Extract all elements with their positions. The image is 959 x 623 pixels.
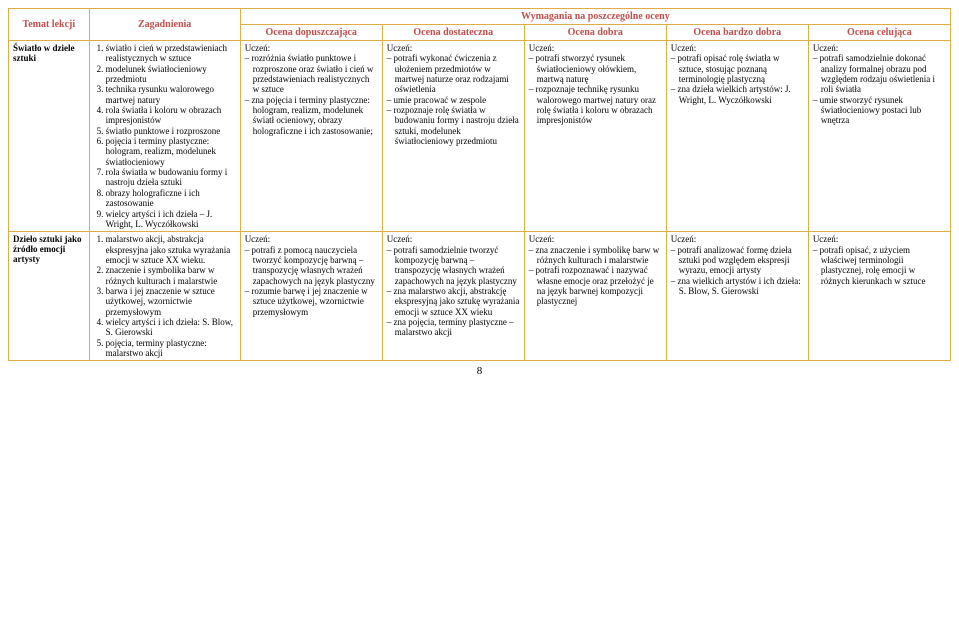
list-item: – potrafi opisać, z użyciem właściwej te… xyxy=(813,245,946,286)
list-item: światło i cień w przedstawieniach realis… xyxy=(106,43,236,64)
list-item: malarstwo akcji, abstrakcja ekspresyjna … xyxy=(106,234,236,265)
list-item: – zna dzieła wielkich artystów: J. Wrigh… xyxy=(671,84,804,105)
header-grade-4: Ocena celująca xyxy=(808,25,950,41)
header-zagadnienia: Zagadnienia xyxy=(89,9,240,41)
cell-grade: Uczeń:– potrafi opisać, z użyciem właści… xyxy=(808,232,950,361)
header-grade-1: Ocena dostateczna xyxy=(382,25,524,41)
list-item: znaczenie i symbolika barw w różnych kul… xyxy=(106,265,236,286)
temat-text: Światło w dziele sztuki xyxy=(13,43,75,63)
list-item: – zna znaczenie i symbolikę barw w różny… xyxy=(529,245,662,266)
uczen-label: Uczeń: xyxy=(387,43,520,53)
uczen-label: Uczeń: xyxy=(671,43,804,53)
cell-grade: Uczeń:– rozróżnia światło punktowe i roz… xyxy=(240,41,382,232)
list-item: – rozróżnia światło punktowe i rozproszo… xyxy=(245,53,378,94)
list-item: technika rysunku walorowego martwej natu… xyxy=(106,84,236,105)
list-item: – potrafi samodzielnie tworzyć kompozycj… xyxy=(387,245,520,286)
list-item: – potrafi stworzyć rysunek światłocienio… xyxy=(529,53,662,84)
list-item: barwa i jej znaczenie w sztuce użytkowej… xyxy=(106,286,236,317)
cell-grade: Uczeń:– potrafi wykonać ćwiczenia z ułoż… xyxy=(382,41,524,232)
header-grade-2: Ocena dobra xyxy=(524,25,666,41)
list-item: – potrafi samodzielnie dokonać analizy f… xyxy=(813,53,946,94)
header-temat: Temat lekcji xyxy=(9,9,90,41)
list-item: pojęcia, terminy plastyczne: malarstwo a… xyxy=(106,338,236,359)
uczen-label: Uczeń: xyxy=(245,43,378,53)
table-row: Światło w dziele sztuki światło i cień w … xyxy=(9,41,951,232)
list-item: – zna pojęcia i terminy plastyczne: holo… xyxy=(245,95,378,136)
curriculum-table: Temat lekcji Zagadnienia Wymagania na po… xyxy=(8,8,951,361)
cell-temat: Dzieło sztuki jako źródło emocji artysty xyxy=(9,232,90,361)
uczen-label: Uczeń: xyxy=(671,234,804,244)
uczen-label: Uczeń: xyxy=(813,43,946,53)
cell-grade: Uczeń:– potrafi z pomocą nauczyciela two… xyxy=(240,232,382,361)
list-item: rola światła i koloru w obrazach impresj… xyxy=(106,105,236,126)
uczen-label: Uczeń: xyxy=(813,234,946,244)
list-item: – zna wielkich artystów i ich dzieła: S.… xyxy=(671,276,804,297)
table-row: Dzieło sztuki jako źródło emocji artysty… xyxy=(9,232,951,361)
cell-zagadnienia: malarstwo akcji, abstrakcja ekspresyjna … xyxy=(89,232,240,361)
cell-temat: Światło w dziele sztuki xyxy=(9,41,90,232)
uczen-label: Uczeń: xyxy=(529,234,662,244)
list-item: – rozpoznaje technikę rysunku walorowego… xyxy=(529,84,662,125)
list-item: – potrafi wykonać ćwiczenia z ułożeniem … xyxy=(387,53,520,94)
zagadnienia-list: światło i cień w przedstawieniach realis… xyxy=(94,43,236,229)
page-number: 8 xyxy=(8,365,951,377)
header-grade-3: Ocena bardzo dobra xyxy=(666,25,808,41)
header-grade-0: Ocena dopuszczająca xyxy=(240,25,382,41)
list-item: – umie pracować w zespole xyxy=(387,95,520,105)
list-item: – umie stworzyć rysunek światłocieniowy … xyxy=(813,95,946,126)
list-item: – rozpoznaje rolę światła w budowaniu fo… xyxy=(387,105,520,146)
list-item: – potrafi analizować formę dzieła sztuki… xyxy=(671,245,804,276)
list-item: modelunek światłocieniowy przedmiotu xyxy=(106,64,236,85)
list-item: – zna malarstwo akcji, abstrakcję ekspre… xyxy=(387,286,520,317)
list-item: wielcy artyści i ich dzieła – J. Wright,… xyxy=(106,209,236,230)
cell-grade: Uczeń:– potrafi opisać rolę światła w sz… xyxy=(666,41,808,232)
list-item: pojęcia i terminy plastyczne: hologram, … xyxy=(106,136,236,167)
list-item: – potrafi rozpoznawać i nazywać własne e… xyxy=(529,265,662,306)
cell-grade: Uczeń:– zna znaczenie i symbolikę barw w… xyxy=(524,232,666,361)
temat-text: Dzieło sztuki jako źródło emocji artysty xyxy=(13,234,82,264)
cell-grade: Uczeń:– potrafi samodzielnie dokonać ana… xyxy=(808,41,950,232)
list-item: wielcy artyści i ich dzieła: S. Blow, S.… xyxy=(106,317,236,338)
list-item: – rozumie barwę i jej znaczenie w sztuce… xyxy=(245,286,378,317)
cell-zagadnienia: światło i cień w przedstawieniach realis… xyxy=(89,41,240,232)
list-item: – zna pojęcia, terminy plastyczne – mala… xyxy=(387,317,520,338)
uczen-label: Uczeń: xyxy=(245,234,378,244)
zagadnienia-list: malarstwo akcji, abstrakcja ekspresyjna … xyxy=(94,234,236,358)
cell-grade: Uczeń:– potrafi analizować formę dzieła … xyxy=(666,232,808,361)
cell-grade: Uczeń:– potrafi stworzyć rysunek światło… xyxy=(524,41,666,232)
uczen-label: Uczeń: xyxy=(529,43,662,53)
list-item: rola światła w budowaniu formy i nastroj… xyxy=(106,167,236,188)
cell-grade: Uczeń:– potrafi samodzielnie tworzyć kom… xyxy=(382,232,524,361)
list-item: obrazy holograficzne i ich zastosowanie xyxy=(106,188,236,209)
list-item: – potrafi z pomocą nauczyciela tworzyć k… xyxy=(245,245,378,286)
list-item: – potrafi opisać rolę światła w sztuce, … xyxy=(671,53,804,84)
list-item: światło punktowe i rozproszone xyxy=(106,126,236,136)
header-wymagania: Wymagania na poszczególne oceny xyxy=(240,9,950,25)
uczen-label: Uczeń: xyxy=(387,234,520,244)
